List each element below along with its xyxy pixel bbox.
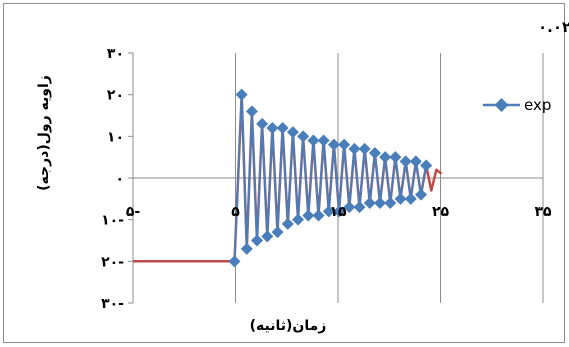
- data-point-exp: [343, 201, 356, 214]
- data-point-exp: [338, 138, 351, 151]
- data-point-exp: [245, 105, 258, 118]
- x-tick-label: ۵-: [126, 204, 141, 220]
- data-point-exp: [297, 130, 310, 143]
- series-layer: [133, 88, 443, 268]
- data-point-exp: [281, 217, 294, 230]
- data-point-exp: [317, 134, 330, 147]
- legend-marker: [494, 98, 509, 112]
- data-point-exp: [353, 201, 366, 214]
- y-tick-label: ۳۰: [107, 46, 124, 62]
- data-point-exp: [322, 205, 335, 218]
- x-tick-label: ۵: [231, 204, 240, 220]
- data-point-exp: [292, 213, 305, 226]
- data-point-exp: [271, 226, 284, 239]
- data-point-exp: [348, 142, 361, 155]
- data-point-exp: [368, 147, 381, 159]
- tick-labels: ۳۰ ۲۰ ۱۰ ۰ ۱۰- ۲۰- ۳۰- ۵- ۵ ۱۵ ۲۵ ۳۵: [101, 46, 552, 312]
- data-point-exp: [363, 197, 376, 209]
- data-point-exp: [266, 122, 279, 134]
- series-line-exp: [233, 93, 428, 262]
- data-point-exp: [235, 88, 248, 101]
- legend: exp: [483, 96, 551, 114]
- y-axis-label: زاویه رول(درجه): [36, 75, 52, 191]
- data-point-exp: [240, 242, 253, 255]
- x-tick-label: ۱۵: [329, 204, 347, 220]
- y-tick-label: ۳۰-: [101, 296, 124, 312]
- data-point-exp: [399, 155, 412, 168]
- data-point-exp: [333, 205, 346, 218]
- data-point-exp: [307, 134, 320, 147]
- x-axis-label: زمان(ثانیه): [250, 318, 327, 334]
- y-tick-label: ۱۰-: [101, 213, 124, 229]
- chart-title: ضریب میرایی ۰.۰۲۵: [538, 18, 569, 36]
- data-point-exp: [389, 151, 402, 164]
- y-tick-label: ۲۰-: [101, 254, 124, 270]
- data-point-exp: [358, 142, 371, 155]
- data-point-exp: [374, 197, 387, 209]
- data-point-exp: [261, 230, 274, 243]
- x-tick-label: ۲۵: [432, 204, 450, 220]
- data-point-exp: [379, 151, 392, 164]
- y-tick-label: ۰: [115, 171, 124, 187]
- data-point-exp: [228, 255, 241, 268]
- data-point-exp: [312, 209, 325, 222]
- data-point-exp: [404, 192, 417, 205]
- legend-label: exp: [524, 96, 551, 114]
- data-point-exp: [409, 155, 422, 168]
- data-point-exp: [302, 209, 315, 222]
- data-point-exp: [286, 126, 299, 139]
- data-point-exp: [251, 234, 264, 247]
- data-point-exp: [276, 122, 289, 134]
- x-tick-label: ۳۵: [534, 204, 552, 220]
- data-point-exp: [420, 159, 433, 172]
- y-tick-label: ۲۰: [107, 88, 124, 104]
- data-point-exp: [394, 192, 407, 205]
- data-point-exp: [384, 197, 397, 209]
- data-point-exp: [327, 138, 340, 151]
- y-tick-label: ۱۰: [107, 129, 124, 145]
- data-point-exp: [256, 117, 269, 130]
- data-point-exp: [415, 188, 428, 201]
